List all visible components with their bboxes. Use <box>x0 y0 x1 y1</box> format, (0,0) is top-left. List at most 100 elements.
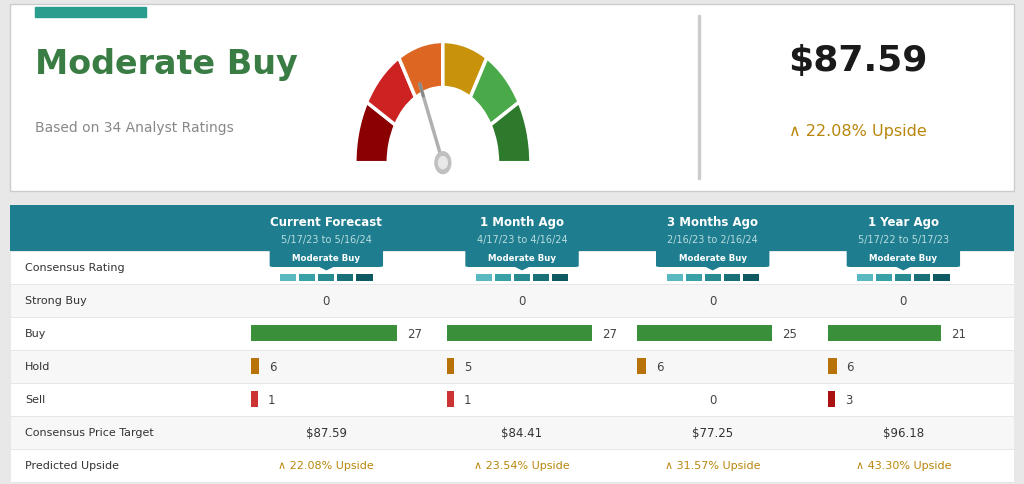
Text: 0: 0 <box>709 294 717 307</box>
Polygon shape <box>705 267 721 271</box>
FancyBboxPatch shape <box>465 249 579 268</box>
FancyBboxPatch shape <box>10 284 1014 317</box>
FancyBboxPatch shape <box>637 325 772 342</box>
Text: 0: 0 <box>518 294 525 307</box>
FancyBboxPatch shape <box>828 325 941 342</box>
Text: ∧ 22.08% Upside: ∧ 22.08% Upside <box>279 460 374 470</box>
FancyBboxPatch shape <box>724 274 739 282</box>
Text: 3: 3 <box>845 393 853 406</box>
FancyBboxPatch shape <box>877 274 892 282</box>
Text: ∧ 22.08% Upside: ∧ 22.08% Upside <box>790 124 927 139</box>
Text: 1 Year Ago: 1 Year Ago <box>868 215 939 228</box>
Text: 6: 6 <box>656 360 664 373</box>
Text: ∧ 43.30% Upside: ∧ 43.30% Upside <box>856 460 951 470</box>
Text: 3 Months Ago: 3 Months Ago <box>668 215 758 228</box>
Text: $87.59: $87.59 <box>306 426 347 439</box>
FancyBboxPatch shape <box>10 251 1014 284</box>
Polygon shape <box>318 267 335 271</box>
FancyBboxPatch shape <box>356 274 373 282</box>
Text: Consensus Rating: Consensus Rating <box>26 263 125 272</box>
Wedge shape <box>399 43 442 98</box>
Text: 6: 6 <box>269 360 278 373</box>
Text: 0: 0 <box>709 393 717 406</box>
FancyBboxPatch shape <box>828 358 837 375</box>
FancyBboxPatch shape <box>742 274 759 282</box>
FancyBboxPatch shape <box>10 317 1014 350</box>
Polygon shape <box>514 267 530 271</box>
FancyBboxPatch shape <box>914 274 931 282</box>
Text: Current Forecast: Current Forecast <box>270 215 382 228</box>
Text: Moderate Buy: Moderate Buy <box>679 254 746 263</box>
Wedge shape <box>470 59 519 126</box>
FancyBboxPatch shape <box>637 358 646 375</box>
FancyBboxPatch shape <box>251 391 258 408</box>
Circle shape <box>438 157 447 169</box>
FancyBboxPatch shape <box>476 274 492 282</box>
Text: ∧ 31.57% Upside: ∧ 31.57% Upside <box>665 460 761 470</box>
FancyBboxPatch shape <box>281 274 296 282</box>
FancyBboxPatch shape <box>828 391 836 408</box>
Text: 0: 0 <box>900 294 907 307</box>
Text: $77.25: $77.25 <box>692 426 733 439</box>
Text: 21: 21 <box>951 327 967 340</box>
FancyBboxPatch shape <box>656 249 769 268</box>
FancyBboxPatch shape <box>446 325 592 342</box>
Text: $96.18: $96.18 <box>883 426 924 439</box>
Text: $84.41: $84.41 <box>502 426 543 439</box>
Bar <box>35 8 145 18</box>
FancyBboxPatch shape <box>857 274 873 282</box>
FancyBboxPatch shape <box>318 274 335 282</box>
FancyBboxPatch shape <box>446 391 454 408</box>
Text: 5/17/23 to 5/16/24: 5/17/23 to 5/16/24 <box>281 235 372 245</box>
Text: Buy: Buy <box>26 329 47 338</box>
Circle shape <box>435 152 451 174</box>
FancyBboxPatch shape <box>667 274 683 282</box>
Polygon shape <box>895 267 911 271</box>
FancyBboxPatch shape <box>10 206 1014 251</box>
Text: 27: 27 <box>602 327 617 340</box>
Text: 1: 1 <box>464 393 471 406</box>
Text: Hold: Hold <box>26 362 50 371</box>
FancyBboxPatch shape <box>269 249 383 268</box>
FancyBboxPatch shape <box>686 274 701 282</box>
Text: Strong Buy: Strong Buy <box>26 296 87 305</box>
Text: $87.59: $87.59 <box>788 44 928 78</box>
FancyBboxPatch shape <box>10 350 1014 383</box>
FancyBboxPatch shape <box>895 274 911 282</box>
Text: 5/17/22 to 5/17/23: 5/17/22 to 5/17/23 <box>858 235 949 245</box>
FancyBboxPatch shape <box>934 274 949 282</box>
FancyBboxPatch shape <box>514 274 530 282</box>
Text: ∧ 23.54% Upside: ∧ 23.54% Upside <box>474 460 569 470</box>
FancyBboxPatch shape <box>10 383 1014 416</box>
FancyBboxPatch shape <box>705 274 721 282</box>
FancyBboxPatch shape <box>10 5 1014 191</box>
FancyBboxPatch shape <box>251 325 396 342</box>
Text: 27: 27 <box>407 327 422 340</box>
FancyBboxPatch shape <box>495 274 511 282</box>
Wedge shape <box>354 103 395 164</box>
Text: Moderate Buy: Moderate Buy <box>869 254 937 263</box>
Text: Based on 34 Analyst Ratings: Based on 34 Analyst Ratings <box>35 121 234 135</box>
Text: Sell: Sell <box>26 394 45 404</box>
Text: Moderate Buy: Moderate Buy <box>488 254 556 263</box>
Text: 2/16/23 to 2/16/24: 2/16/23 to 2/16/24 <box>668 235 758 245</box>
FancyBboxPatch shape <box>552 274 568 282</box>
FancyBboxPatch shape <box>10 416 1014 449</box>
Text: Consensus Price Target: Consensus Price Target <box>26 427 154 437</box>
Text: 25: 25 <box>782 327 797 340</box>
Wedge shape <box>490 103 530 164</box>
FancyBboxPatch shape <box>299 274 315 282</box>
Text: Predicted Upside: Predicted Upside <box>26 460 119 470</box>
Text: 6: 6 <box>847 360 854 373</box>
FancyBboxPatch shape <box>534 274 549 282</box>
Wedge shape <box>442 43 487 98</box>
Text: Moderate Buy: Moderate Buy <box>292 254 360 263</box>
Text: 1 Month Ago: 1 Month Ago <box>480 215 564 228</box>
Text: 1: 1 <box>268 393 275 406</box>
Text: Moderate Buy: Moderate Buy <box>35 48 298 81</box>
FancyBboxPatch shape <box>446 358 454 375</box>
Bar <box>697 16 699 180</box>
FancyBboxPatch shape <box>251 358 259 375</box>
Wedge shape <box>367 59 416 126</box>
Text: 0: 0 <box>323 294 330 307</box>
